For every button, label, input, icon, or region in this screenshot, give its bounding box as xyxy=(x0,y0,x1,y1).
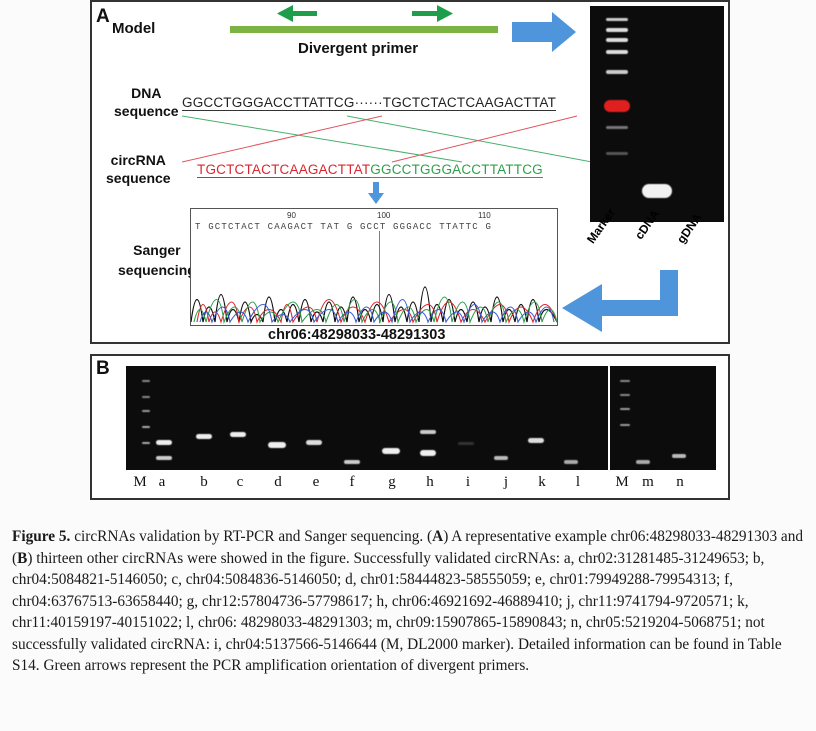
blue-arrow-right-icon xyxy=(512,12,576,52)
dna-label: DNA sequence xyxy=(114,85,179,119)
gel-image-b-right xyxy=(610,366,716,470)
panel-b-lane-labels: M a b c d e f g h i j k l M m n xyxy=(92,474,732,496)
primer-label: Divergent primer xyxy=(298,40,419,57)
chromatogram: 90 100 110 T GCTCTACT CAAGACT TAT G GCCT… xyxy=(190,208,558,326)
lane-label: c xyxy=(236,474,244,490)
primer-bar xyxy=(230,26,498,33)
lane-label: M xyxy=(615,474,629,490)
panel-b: B M a b c d e f g xyxy=(90,354,730,500)
down-arrow-icon xyxy=(368,182,384,204)
figure-caption: Figure 5. circRNAs validation by RT-PCR … xyxy=(12,528,804,675)
lane-label: e xyxy=(312,474,320,490)
trace-tick-90: 90 xyxy=(287,211,296,220)
right-arrow-icon xyxy=(412,5,453,22)
trace-divider xyxy=(379,231,380,323)
lane-label: h xyxy=(426,474,434,490)
left-arrow-icon xyxy=(277,5,317,22)
panel-a-letter: A xyxy=(96,6,110,27)
lane-label: d xyxy=(274,474,282,490)
caption-title: circRNAs validation by RT-PCR and Sanger… xyxy=(74,528,424,545)
crossing-lines xyxy=(182,115,592,163)
gel-image-b-left xyxy=(126,366,608,470)
lane-label: b xyxy=(200,474,208,490)
panel-b-letter: B xyxy=(96,358,110,379)
lane-label: g xyxy=(388,474,396,490)
blue-elbow-arrow-icon xyxy=(562,270,678,332)
lane-label: l xyxy=(575,474,581,490)
marker-lane xyxy=(598,6,638,222)
lane-label: n xyxy=(676,474,684,490)
dna-sequence: GGCCTGGGACCTTATTCG······TGCTCTACTCAAGACT… xyxy=(182,95,557,111)
primer-arrows xyxy=(277,5,453,22)
cdna-band xyxy=(642,184,672,198)
figure-label: Figure 5. xyxy=(12,528,71,545)
trace-tick-110: 110 xyxy=(478,211,491,220)
lane-label: i xyxy=(465,474,471,490)
lane-label: M xyxy=(133,474,147,490)
circrna-label: circRNA sequence xyxy=(106,152,171,186)
circrna-sequence: TGCTCTACTCAAGACTTATGGCCTGGGACCTTATTCG xyxy=(197,162,543,178)
lane-label: j xyxy=(503,474,509,490)
lane-label: k xyxy=(538,474,546,490)
trace-tick-100: 100 xyxy=(377,211,391,220)
trace-bases: T GCTCTACT CAAGACT TAT G GCCT GGGACC TTA… xyxy=(195,222,493,232)
caption-text-1: A representative example chr06:48298033-… xyxy=(451,528,804,545)
caption-text-2: thirteen other circRNAs were showed in t… xyxy=(12,549,782,675)
caption-a-mark: A xyxy=(432,528,444,545)
gel-image-a xyxy=(590,6,724,222)
panel-a: A Model Divergent primer DNA sequence GGC… xyxy=(90,0,730,344)
trace-curves xyxy=(191,286,557,325)
lane-label: a xyxy=(158,474,166,490)
sanger-label: Sanger sequencing xyxy=(118,242,196,278)
lane-label: f xyxy=(349,474,355,490)
lane-label: m xyxy=(642,474,654,490)
model-label: Model xyxy=(112,20,156,37)
caption-b-mark: B xyxy=(17,549,28,567)
locus-label: chr06:48298033-48291303 xyxy=(268,327,446,343)
